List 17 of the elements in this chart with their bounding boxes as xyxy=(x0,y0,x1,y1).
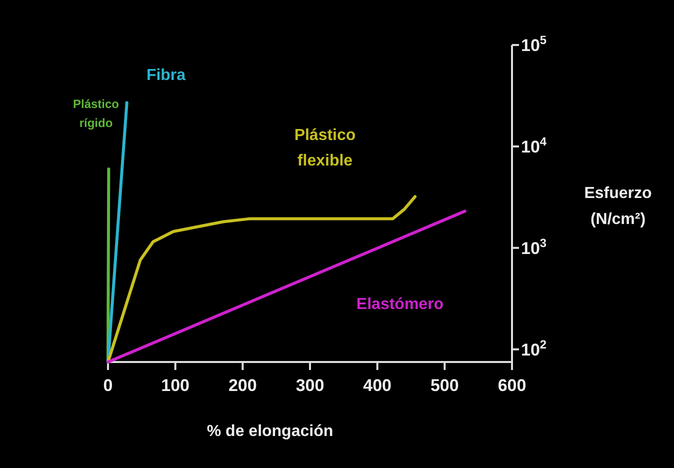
x-tick-label: 100 xyxy=(161,376,190,395)
x-axis-title: % de elongación xyxy=(206,423,334,440)
x-tick-label: 400 xyxy=(363,376,392,395)
y-tick-label: 10$^{4}$ xyxy=(521,134,547,156)
text: Elastómero xyxy=(356,296,444,313)
y-tick-label: 10$^{3}$ xyxy=(521,236,547,258)
y-axis-title: Esfuerzo (N/cm²) xyxy=(584,185,652,228)
series-label: Fibra xyxy=(146,67,186,84)
text: Plástico flexible xyxy=(294,127,356,170)
x-tick-label: 300 xyxy=(296,376,324,395)
x-tick-label: 200 xyxy=(228,376,257,395)
y-tick-label: 10$^{5}$ xyxy=(521,33,547,55)
x-tick-label: 0 xyxy=(103,376,113,395)
x-tick-label: 600 xyxy=(498,376,526,395)
text: Plástico rígido xyxy=(72,97,120,130)
y-tick-label: 10$^{2}$ xyxy=(521,337,547,360)
x-tick-label: 500 xyxy=(430,376,459,395)
